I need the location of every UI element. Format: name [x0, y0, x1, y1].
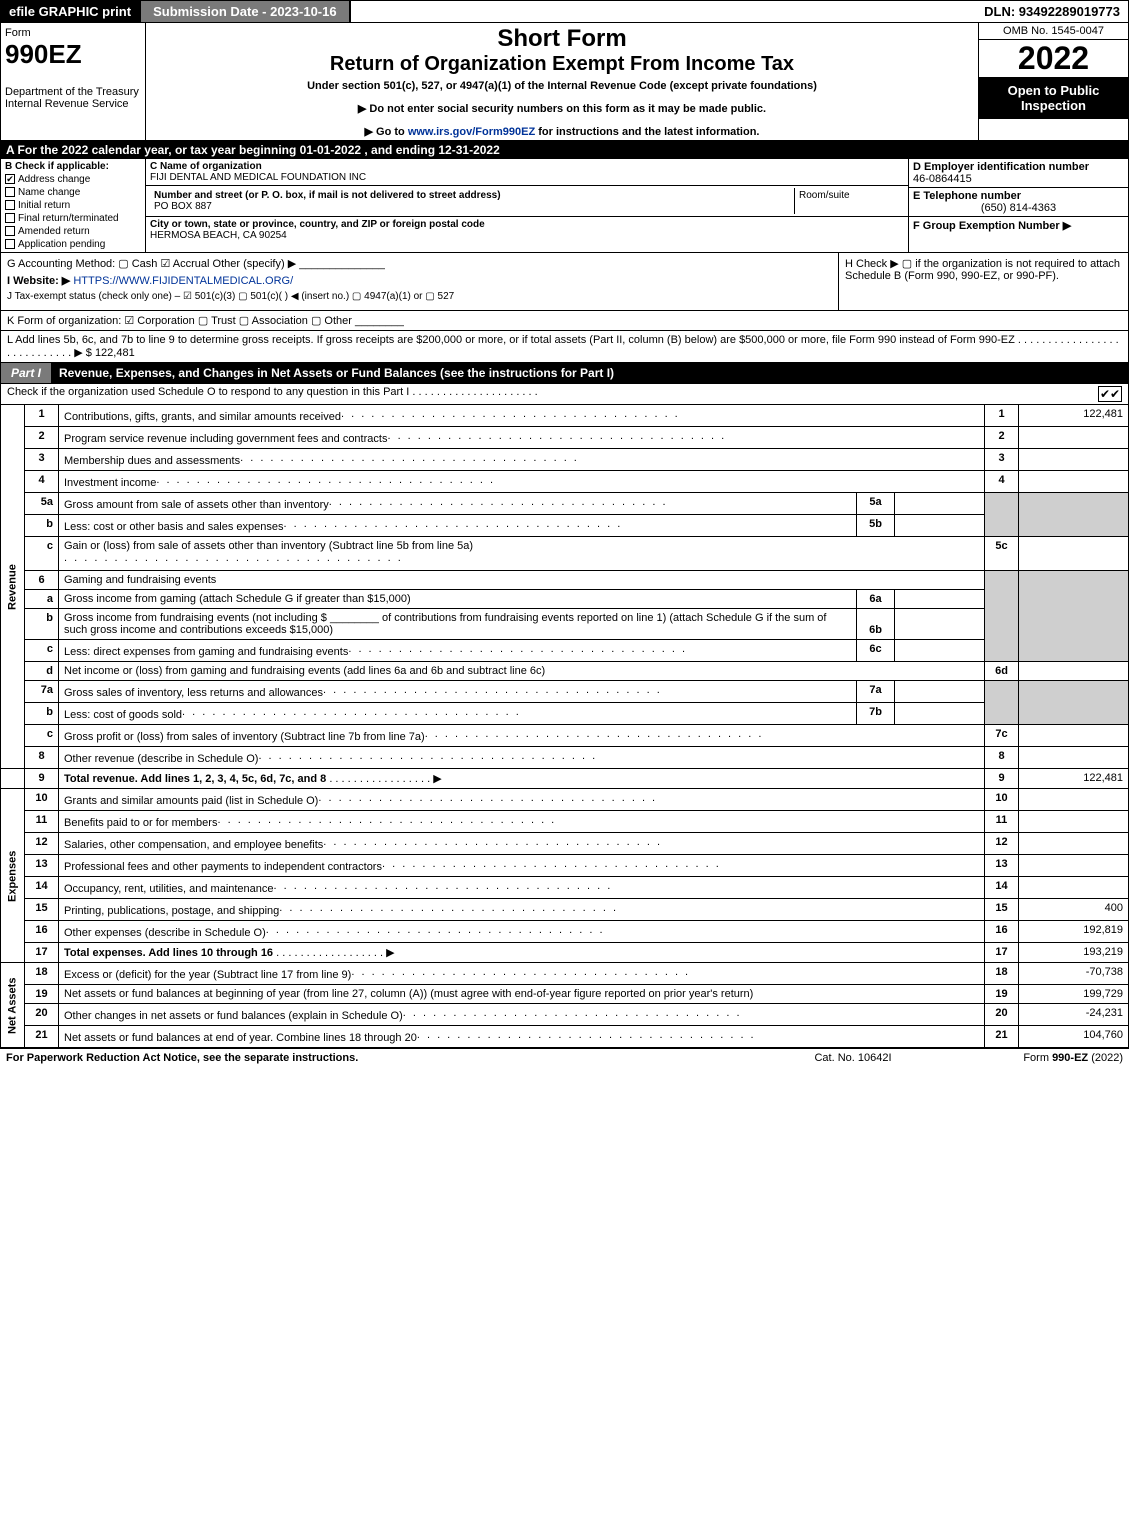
checkbox-icon — [5, 200, 15, 210]
website-link[interactable]: HTTPS://WWW.FIJIDENTALMEDICAL.ORG/ — [73, 275, 293, 287]
checkbox-icon — [5, 174, 15, 184]
chk-initial-return[interactable]: Initial return — [5, 200, 141, 211]
address-label: Number and street (or P. O. box, if mail… — [154, 190, 790, 201]
city-label: City or town, state or province, country… — [150, 219, 904, 230]
revenue-vlabel: Revenue — [1, 405, 25, 769]
ln-1: 1 — [25, 405, 59, 427]
ln-1-amt: 122,481 — [1019, 405, 1129, 427]
group-exemption-label: F Group Exemption Number ▶ — [913, 220, 1071, 232]
tax-year: 2022 — [979, 40, 1128, 77]
schedule-o-check[interactable]: ✔ — [1098, 386, 1122, 402]
phone-label: E Telephone number — [913, 190, 1124, 202]
ln-1-rn: 1 — [985, 405, 1019, 427]
line-i: I Website: ▶ HTTPS://WWW.FIJIDENTALMEDIC… — [7, 274, 832, 287]
expenses-vlabel: Expenses — [1, 789, 25, 963]
section-c: C Name of organization FIJI DENTAL AND M… — [146, 159, 908, 252]
gross-receipts: 122,481 — [95, 347, 135, 359]
section-b-header: B Check if applicable: — [5, 161, 141, 172]
part-i-subline: Check if the organization used Schedule … — [0, 384, 1129, 404]
irs-link[interactable]: www.irs.gov/Form990EZ — [408, 126, 535, 138]
paperwork-notice: For Paperwork Reduction Act Notice, see … — [6, 1052, 753, 1064]
form-label: Form — [5, 27, 141, 39]
page-footer: For Paperwork Reduction Act Notice, see … — [0, 1048, 1129, 1067]
line-j: J Tax-exempt status (check only one) – ☑… — [7, 291, 832, 302]
ein-label: D Employer identification number — [913, 161, 1124, 173]
chk-name-change[interactable]: Name change — [5, 187, 141, 198]
omb-number: OMB No. 1545-0047 — [979, 23, 1128, 40]
form-warning: ▶ Do not enter social security numbers o… — [150, 102, 974, 115]
section-b: B Check if applicable: Address change Na… — [1, 159, 146, 252]
org-name: FIJI DENTAL AND MEDICAL FOUNDATION INC — [150, 172, 904, 183]
netassets-vlabel: Net Assets — [1, 963, 25, 1048]
dept-treasury: Department of the Treasury Internal Reve… — [5, 86, 141, 110]
part-i-title: Revenue, Expenses, and Changes in Net As… — [51, 363, 1128, 383]
chk-final-return[interactable]: Final return/terminated — [5, 213, 141, 224]
form-goto: ▶ Go to www.irs.gov/Form990EZ for instru… — [150, 125, 974, 138]
submission-date-pill: Submission Date - 2023-10-16 — [139, 1, 351, 22]
form-ref: Form 990-EZ (2022) — [953, 1052, 1123, 1064]
org-info-block: B Check if applicable: Address change Na… — [0, 159, 1129, 253]
org-name-label: C Name of organization — [150, 161, 904, 172]
phone-value: (650) 814-4363 — [913, 202, 1124, 214]
room-suite-label: Room/suite — [794, 188, 904, 214]
line-l: L Add lines 5b, 6c, and 7b to line 9 to … — [0, 331, 1129, 362]
form-header: Form 990EZ Department of the Treasury In… — [0, 23, 1129, 141]
top-bar: efile GRAPHIC print Submission Date - 20… — [0, 0, 1129, 23]
form-subtitle: Under section 501(c), 527, or 4947(a)(1)… — [150, 80, 974, 92]
chk-address-change[interactable]: Address change — [5, 174, 141, 185]
open-public-inspection: Open to Public Inspection — [979, 77, 1128, 119]
dln-label: DLN: 93492289019773 — [976, 1, 1128, 22]
chk-amended-return[interactable]: Amended return — [5, 226, 141, 237]
line-h: H Check ▶ ▢ if the organization is not r… — [838, 253, 1128, 310]
section-def: D Employer identification number 46-0864… — [908, 159, 1128, 252]
address-value: PO BOX 887 — [154, 201, 790, 212]
part-i-header: Part I Revenue, Expenses, and Changes in… — [0, 362, 1129, 384]
section-a-bar: A For the 2022 calendar year, or tax yea… — [0, 141, 1129, 159]
form-title-long: Return of Organization Exempt From Incom… — [150, 53, 974, 76]
form-title-short: Short Form — [150, 25, 974, 53]
part-i-tab: Part I — [1, 363, 51, 383]
ln-1-desc: Contributions, gifts, grants, and simila… — [59, 405, 985, 427]
cat-no: Cat. No. 10642I — [753, 1052, 953, 1064]
checkbox-icon — [5, 187, 15, 197]
checkbox-icon — [5, 226, 15, 236]
chk-application-pending[interactable]: Application pending — [5, 239, 141, 250]
checkbox-icon — [5, 239, 15, 249]
line-k: K Form of organization: ☑ Corporation ▢ … — [0, 311, 1129, 331]
g-h-i-j-block: G Accounting Method: ▢ Cash ☑ Accrual Ot… — [0, 253, 1129, 311]
revenue-table: Revenue 1 Contributions, gifts, grants, … — [0, 404, 1129, 1048]
city-value: HERMOSA BEACH, CA 90254 — [150, 230, 904, 241]
ein-value: 46-0864415 — [913, 173, 1124, 185]
checkbox-icon — [5, 213, 15, 223]
efile-print-label[interactable]: efile GRAPHIC print — [1, 1, 139, 22]
form-number: 990EZ — [5, 39, 141, 70]
line-g: G Accounting Method: ▢ Cash ☑ Accrual Ot… — [7, 257, 832, 270]
